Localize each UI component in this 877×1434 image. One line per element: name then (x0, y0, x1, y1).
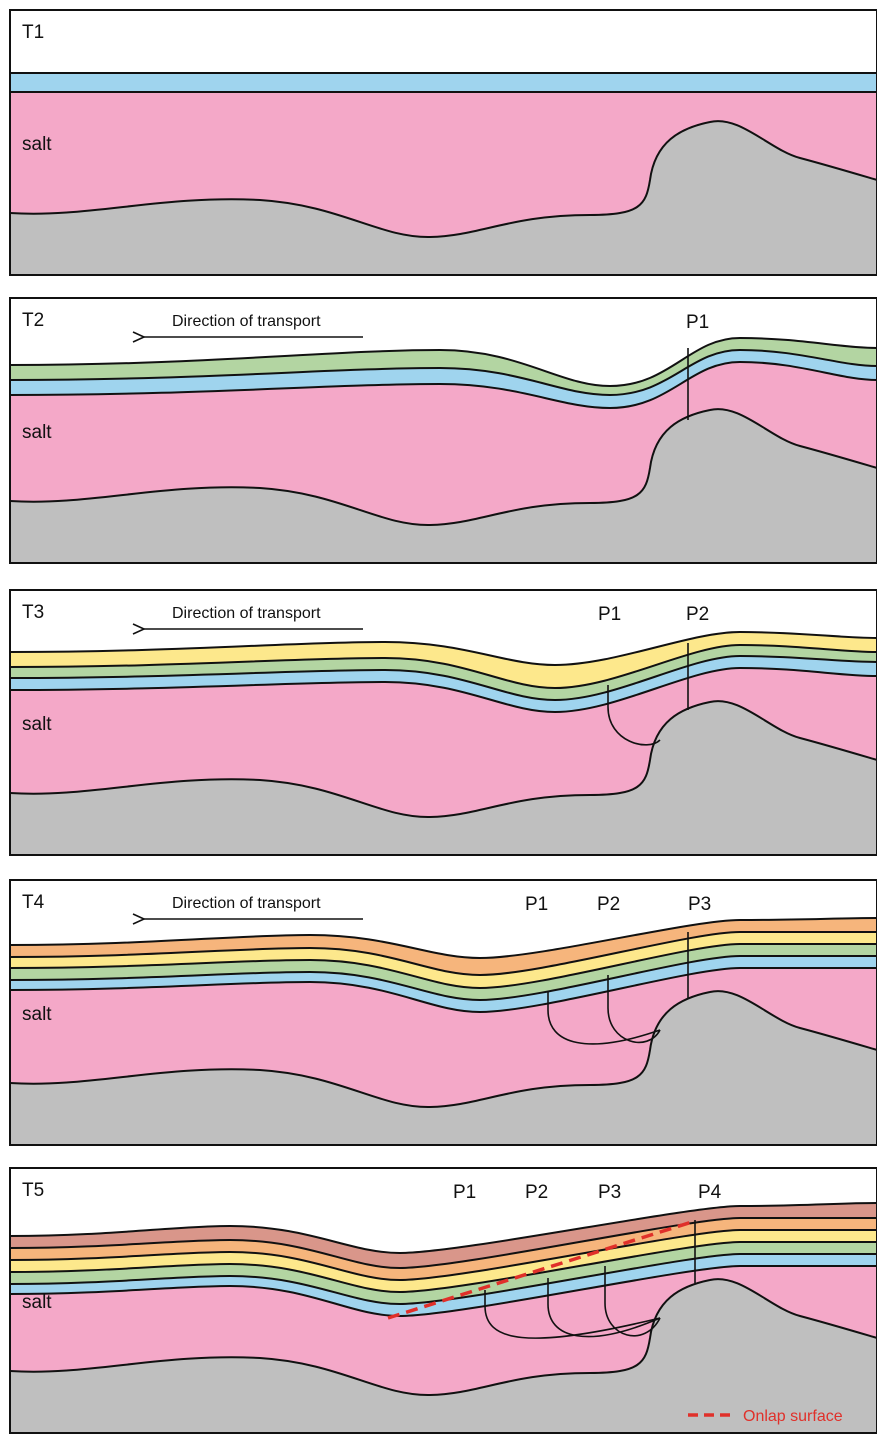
section (10, 298, 877, 563)
panel: T1 salt (10, 10, 877, 275)
panel: T4 salt Direction of transport P1 P2 P3 (10, 880, 877, 1145)
section (10, 880, 877, 1145)
legend-label: Onlap surface (743, 1408, 843, 1425)
point-label: P1 (686, 312, 709, 333)
salt-label: salt (22, 1292, 52, 1313)
figure: T1 salt T2 salt Direction of transport P1 T3 sa… (0, 0, 877, 1434)
page: {"panels": [ {"label": "T1", "salt": "sa… (0, 0, 877, 1434)
point-label: P1 (453, 1182, 476, 1203)
point-label: P1 (598, 604, 621, 625)
stage-label: T4 (22, 892, 45, 913)
point-label: P4 (698, 1182, 722, 1203)
salt-label: salt (22, 422, 52, 443)
section (10, 10, 877, 275)
point-label: P1 (525, 894, 548, 915)
point-label: P2 (686, 604, 709, 625)
section: Onlap surface (10, 1168, 877, 1433)
salt-label: salt (22, 134, 52, 155)
stage-label: T3 (22, 602, 44, 623)
transport-label: Direction of transport (172, 605, 321, 622)
panel: T2 salt Direction of transport P1 (10, 298, 877, 563)
point-label: P2 (597, 894, 620, 915)
stage-label: T2 (22, 310, 44, 331)
point-label: P2 (525, 1182, 548, 1203)
salt-label: salt (22, 1004, 52, 1025)
panel: T3 salt Direction of transport P1 P2 (10, 590, 877, 855)
section (10, 590, 877, 855)
transport-label: Direction of transport (172, 313, 321, 330)
stage-label: T5 (22, 1180, 44, 1201)
point-label: P3 (688, 894, 711, 915)
transport-label: Direction of transport (172, 895, 321, 912)
point-label: P3 (598, 1182, 621, 1203)
stage-label: T1 (22, 22, 44, 43)
panel: Onlap surface T5 salt P1 P2 P3 P4 (10, 1168, 877, 1433)
salt-label: salt (22, 714, 52, 735)
